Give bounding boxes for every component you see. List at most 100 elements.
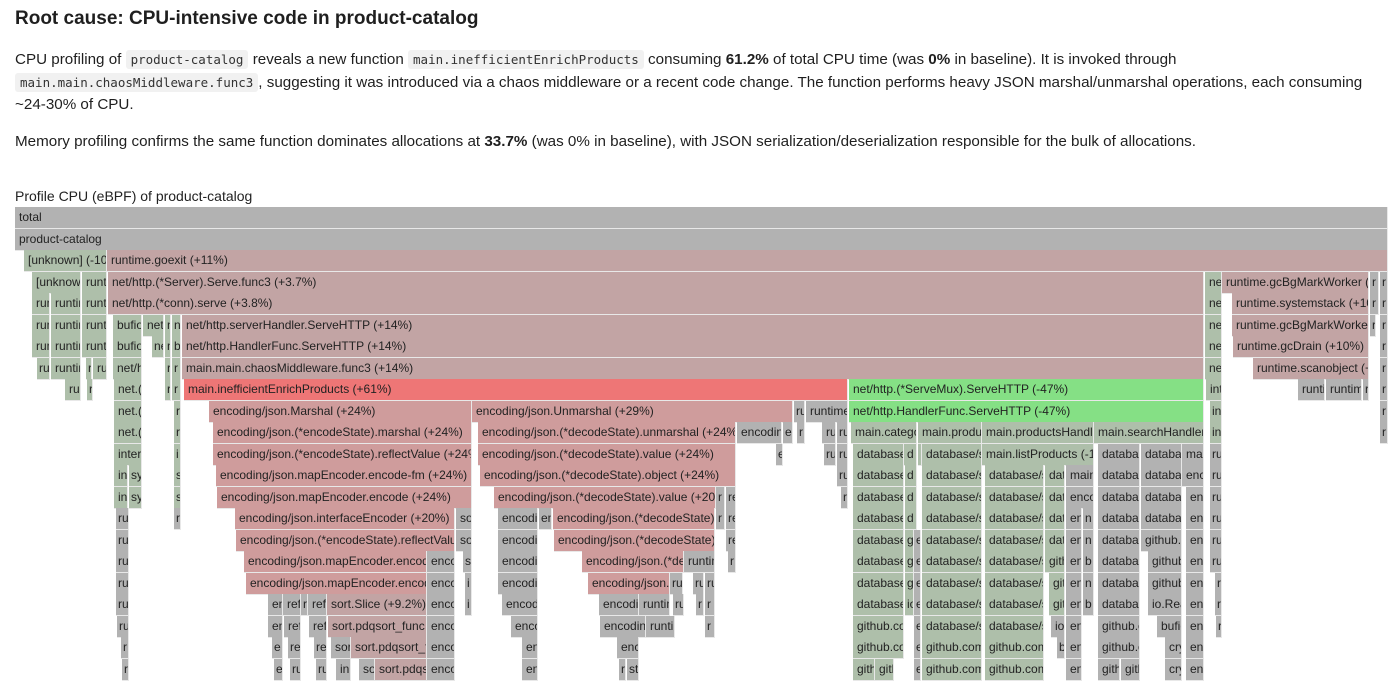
flame-frame[interactable]: runtime	[51, 336, 81, 358]
flame-frame[interactable]: main.searchHandler (-	[1094, 422, 1204, 444]
flame-frame[interactable]: enc	[1182, 465, 1204, 487]
flame-frame[interactable]: r	[122, 659, 129, 681]
flame-frame[interactable]: ru	[116, 573, 129, 595]
flame-frame[interactable]: database	[1098, 465, 1140, 487]
flame-frame[interactable]: enco	[427, 573, 455, 595]
flame-frame[interactable]: refl	[283, 594, 301, 616]
flame-frame[interactable]: sort.pdqsort	[375, 659, 427, 681]
flame-frame[interactable]: sy	[129, 465, 142, 487]
flame-frame[interactable]: runtime.systemstack (+10%)	[1232, 293, 1369, 315]
flame-frame[interactable]: net	[1205, 358, 1222, 380]
flame-frame[interactable]: runtime.gcBgMarkWorker (+9%)	[1222, 272, 1369, 294]
flame-frame[interactable]: io	[905, 594, 914, 616]
flame-frame[interactable]: re	[288, 637, 301, 659]
flame-frame[interactable]: database	[1098, 573, 1140, 595]
flame-frame[interactable]: enc	[617, 637, 639, 659]
flame-frame[interactable]: enco	[427, 594, 455, 616]
flame-frame[interactable]: r	[705, 594, 715, 616]
flame-frame[interactable]: encoding/json.(*encodeState).reflectValu…	[213, 444, 472, 466]
flame-frame[interactable]: n	[165, 336, 171, 358]
flame-frame[interactable]: sort	[359, 659, 375, 681]
flame-frame[interactable]: r	[1380, 315, 1388, 337]
flame-frame[interactable]: database/sql	[922, 530, 982, 552]
flame-frame[interactable]: product-catalog	[15, 229, 1388, 251]
flame-frame[interactable]: d	[905, 465, 917, 487]
flame-frame[interactable]: database	[853, 444, 904, 466]
flame-frame[interactable]: sort.pdqsort_func	[351, 637, 427, 659]
flame-frame[interactable]: r	[1215, 573, 1222, 595]
flame-frame[interactable]: encoding	[599, 594, 639, 616]
flame-frame[interactable]: database/sql	[985, 487, 1044, 509]
flame-frame[interactable]	[918, 444, 922, 466]
flame-frame[interactable]: encoding/json.mapEncoder.encode	[246, 573, 427, 595]
flame-frame[interactable]: ru	[93, 358, 107, 380]
flame-frame[interactable]: encoding	[498, 573, 538, 595]
flame-frame[interactable]: encoding	[498, 551, 538, 573]
flame-frame[interactable]: git	[1049, 594, 1065, 616]
flame-frame[interactable]: runtime	[65, 379, 81, 401]
flame-frame[interactable]: r	[172, 358, 181, 380]
flame-frame[interactable]: r	[841, 487, 848, 509]
flame-frame[interactable]: database	[1098, 530, 1140, 552]
flame-frame[interactable]: main.productHandler	[918, 422, 982, 444]
flame-frame[interactable]: d	[905, 444, 917, 466]
flame-frame[interactable]: encoding/json.(*decodeState).value (+24%…	[478, 444, 736, 466]
flame-frame[interactable]: database	[853, 487, 904, 509]
flame-frame[interactable]: g	[905, 551, 914, 573]
flame-frame[interactable]: main.main.chaosMiddleware.func3 (+14%)	[182, 358, 1204, 380]
flame-frame[interactable]: total	[15, 207, 1388, 229]
flame-frame[interactable]: bufio	[113, 315, 142, 337]
flame-frame[interactable]: github.com	[853, 616, 904, 638]
flame-frame[interactable]: b	[1057, 637, 1065, 659]
flame-frame[interactable]: net.(*	[114, 401, 142, 423]
flame-frame[interactable]: ru	[290, 659, 301, 681]
flame-frame[interactable]: ru	[705, 573, 715, 595]
flame-frame[interactable]: en	[1066, 594, 1082, 616]
flame-frame[interactable]: github	[1121, 659, 1140, 681]
flame-frame[interactable]: ru	[116, 530, 129, 552]
flame-frame[interactable]: encoding/json.mapEncoder.encode-fm	[244, 551, 427, 573]
flame-frame[interactable]: encoding	[511, 616, 538, 638]
flame-frame[interactable]: e	[272, 637, 283, 659]
flame-frame[interactable]: main.inefficientEnrichProducts (+61%)	[184, 379, 848, 401]
flame-frame[interactable]: enc	[1186, 616, 1204, 638]
flame-frame[interactable]: database/sql	[922, 616, 982, 638]
flame-frame[interactable]: database	[853, 594, 904, 616]
flame-frame[interactable]: e	[914, 551, 921, 573]
flame-frame[interactable]: net/http.HandlerFunc.ServeHTTP (-47%)	[849, 401, 1204, 423]
flame-frame[interactable]: int	[114, 465, 128, 487]
flame-frame[interactable]: enco	[1066, 487, 1094, 509]
flame-frame[interactable]: runtime	[82, 315, 107, 337]
flame-frame[interactable]: runtime	[51, 315, 81, 337]
flame-frame[interactable]: ru	[1210, 508, 1222, 530]
flame-frame[interactable]: net.(*	[114, 379, 142, 401]
flame-frame[interactable]: e	[274, 659, 283, 681]
flame-frame[interactable]: e	[783, 422, 793, 444]
flame-frame[interactable]: encoding/json.(*decodeState).value (+20%…	[494, 487, 716, 509]
flame-frame[interactable]: database	[1098, 594, 1140, 616]
flame-frame[interactable]: main	[1066, 465, 1094, 487]
flame-frame[interactable]: encoding	[600, 616, 646, 638]
flame-frame[interactable]: sort.pdqsort_func (+9%)	[328, 616, 427, 638]
flame-frame[interactable]: en	[1066, 616, 1082, 638]
flame-frame[interactable]: database/sql	[922, 487, 982, 509]
flame-frame[interactable]: ru	[1210, 530, 1222, 552]
flame-frame[interactable]: crypto	[1165, 637, 1182, 659]
flame-frame[interactable]: github	[853, 659, 875, 681]
flame-frame[interactable]: database/sql	[922, 465, 982, 487]
flame-frame[interactable]: runtime	[646, 616, 675, 638]
flame-frame[interactable]: r	[121, 637, 129, 659]
flame-frame[interactable]: database/sql	[985, 616, 1044, 638]
flame-frame[interactable]: encoding/json.(*decodeState).unmarshal (…	[478, 422, 736, 444]
flame-frame[interactable]: database	[853, 551, 904, 573]
flame-frame[interactable]: r	[174, 508, 181, 530]
flame-frame[interactable]: main.categoryHandler	[851, 422, 917, 444]
flame-frame[interactable]: net	[1205, 272, 1222, 294]
flame-frame[interactable]: database	[853, 465, 904, 487]
flame-frame[interactable]: net/http.HandlerFunc.ServeHTTP (+14%)	[182, 336, 1204, 358]
flame-frame[interactable]: runtime	[1298, 379, 1325, 401]
flame-frame[interactable]: github.com	[922, 637, 982, 659]
flame-frame[interactable]: runtime	[32, 336, 50, 358]
flame-frame[interactable]: en	[1066, 508, 1082, 530]
flame-frame[interactable]: d	[905, 508, 917, 530]
